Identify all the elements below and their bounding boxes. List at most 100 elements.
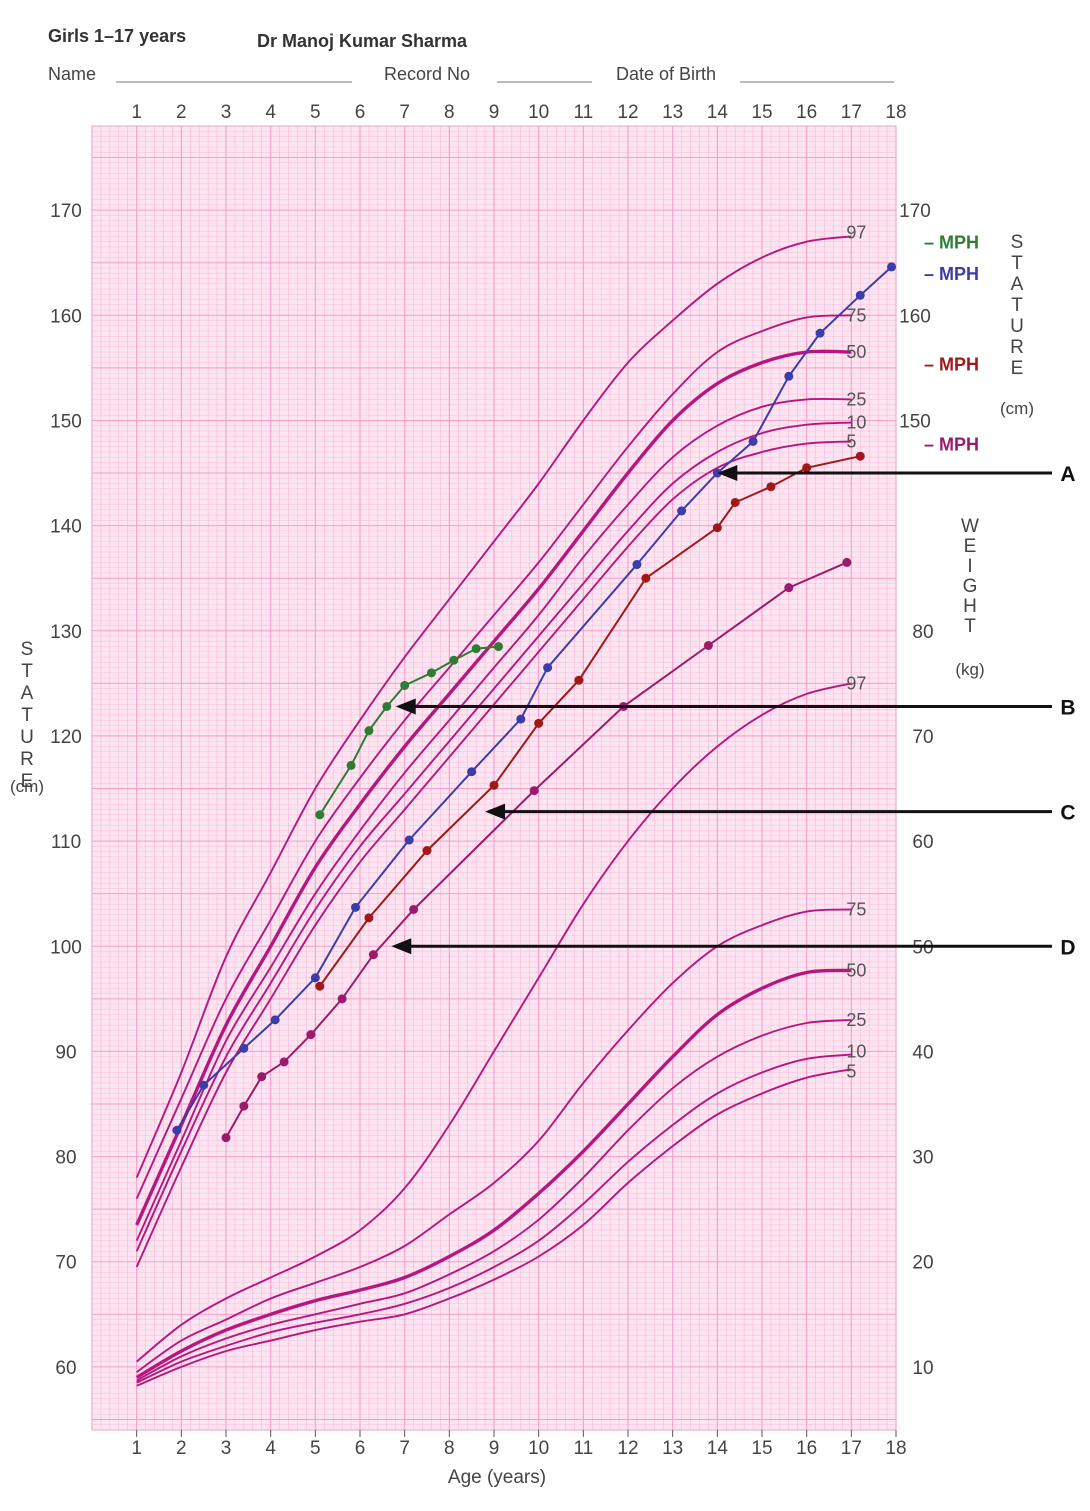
stature-centile-97 bbox=[135, 235, 852, 1178]
series-point-red bbox=[855, 451, 865, 461]
weight-centile-label-5: 5 bbox=[846, 1061, 856, 1081]
left-axis-title: T bbox=[21, 705, 33, 726]
series-point-purple bbox=[703, 640, 713, 650]
series-point-red bbox=[422, 846, 432, 856]
mph-marker-green: – MPH bbox=[924, 233, 979, 253]
x-tick-label-top: 10 bbox=[528, 102, 549, 123]
stature-centile-label-5: 5 bbox=[846, 431, 856, 451]
series-point-red bbox=[315, 981, 325, 991]
x-tick-label-top: 9 bbox=[489, 102, 500, 123]
series-point-purple bbox=[306, 1030, 316, 1040]
x-tick-label-top: 16 bbox=[796, 102, 817, 123]
x-tick-label-bottom: 4 bbox=[265, 1438, 276, 1459]
stature-centile-75 bbox=[135, 314, 852, 1199]
series-point-blue bbox=[855, 290, 865, 300]
arrow-head-A bbox=[717, 465, 738, 482]
x-tick-label-bottom: 9 bbox=[489, 1438, 500, 1459]
left-axis-title: A bbox=[21, 683, 34, 704]
x-tick-label-top: 11 bbox=[573, 102, 593, 123]
stature-centile-label-75: 75 bbox=[846, 305, 866, 325]
x-tick-label-top: 15 bbox=[751, 102, 772, 123]
weight-centile-25 bbox=[136, 1018, 852, 1382]
stature-tick-label-left: 100 bbox=[50, 937, 82, 958]
series-point-purple bbox=[842, 557, 852, 567]
arrow-head-C bbox=[485, 803, 506, 820]
stature-centile-label-25: 25 bbox=[846, 389, 866, 409]
x-tick-label-bottom: 16 bbox=[796, 1438, 817, 1459]
weight-tick-label: 10 bbox=[912, 1358, 933, 1379]
x-tick-label-bottom: 3 bbox=[221, 1438, 232, 1459]
stature-centile-label-10: 10 bbox=[846, 413, 866, 433]
annotations: A B C D bbox=[391, 463, 1076, 959]
x-tick-label-bottom: 13 bbox=[662, 1438, 683, 1459]
right-weight-title: W bbox=[961, 516, 979, 537]
weight-tick-label: 60 bbox=[912, 832, 933, 853]
stature-tick-label-left: 60 bbox=[55, 1358, 76, 1379]
stature-centile-25 bbox=[135, 397, 852, 1242]
stature-tick-label-left: 80 bbox=[55, 1148, 76, 1169]
stature-tick-label-left: 170 bbox=[50, 201, 82, 222]
weight-centile-75 bbox=[136, 908, 852, 1373]
weight-unit: (kg) bbox=[955, 660, 984, 679]
chart-author: Dr Manoj Kumar Sharma bbox=[257, 31, 468, 51]
series-point-blue bbox=[815, 328, 825, 338]
stature-tick-label-right: 170 bbox=[899, 201, 931, 222]
right-stature-unit: (cm) bbox=[1000, 399, 1034, 418]
series-point-green bbox=[471, 644, 481, 654]
x-tick-label-bottom: 11 bbox=[573, 1438, 593, 1459]
series-point-blue bbox=[467, 767, 477, 777]
weight-centile-50 bbox=[135, 968, 852, 1379]
stature-tick-label-right: 150 bbox=[899, 411, 931, 432]
series-point-green bbox=[364, 726, 374, 736]
series-point-blue bbox=[404, 835, 414, 845]
right-stature-title: A bbox=[1011, 274, 1024, 295]
weight-centile-10 bbox=[136, 1053, 852, 1384]
series-point-red bbox=[641, 573, 651, 583]
left-axis-unit: (cm) bbox=[10, 777, 44, 796]
series-point-blue bbox=[239, 1043, 249, 1053]
series-point-green bbox=[382, 701, 392, 711]
mph-marker-blue: – MPH bbox=[924, 264, 979, 284]
right-stature-title: T bbox=[1011, 295, 1023, 316]
stature-tick-label-left: 120 bbox=[50, 727, 82, 748]
x-tick-label-top: 5 bbox=[310, 102, 321, 123]
chart-title: Girls 1–17 years bbox=[48, 26, 186, 46]
x-tick-label-bottom: 18 bbox=[885, 1438, 906, 1459]
x-tick-label-bottom: 15 bbox=[751, 1438, 772, 1459]
arrow-label-D: D bbox=[1060, 936, 1075, 959]
right-stature-title: R bbox=[1010, 337, 1024, 358]
right-stature-title: S bbox=[1011, 232, 1024, 253]
weight-tick-label: 30 bbox=[912, 1148, 933, 1169]
weight-tick-label: 70 bbox=[912, 727, 933, 748]
x-tick-label-bottom: 1 bbox=[131, 1438, 142, 1459]
right-stature-title: U bbox=[1010, 316, 1024, 337]
left-axis-title: R bbox=[20, 749, 34, 770]
axes: 1122334455667788991010111112121313141415… bbox=[20, 102, 1024, 1459]
series-point-red bbox=[489, 780, 499, 790]
series-point-red bbox=[712, 523, 722, 533]
series-point-blue bbox=[677, 506, 687, 516]
left-axis-title: S bbox=[21, 639, 34, 660]
series-point-green bbox=[346, 760, 356, 770]
series-line-blue bbox=[176, 266, 893, 1131]
left-axis-title: U bbox=[20, 727, 34, 748]
left-axis-title: T bbox=[21, 661, 33, 682]
x-tick-label-bottom: 8 bbox=[444, 1438, 455, 1459]
name-label: Name bbox=[48, 64, 96, 84]
x-tick-label-bottom: 12 bbox=[617, 1438, 638, 1459]
series-point-purple bbox=[239, 1101, 249, 1111]
series-point-blue bbox=[543, 663, 553, 673]
series-point-blue bbox=[516, 714, 526, 724]
x-tick-label-top: 14 bbox=[707, 102, 729, 123]
weight-centile-label-50: 50 bbox=[846, 960, 866, 980]
x-tick-label-top: 7 bbox=[399, 102, 410, 123]
series-point-red bbox=[766, 482, 776, 492]
stature-centile-10 bbox=[135, 421, 852, 1252]
weight-centile-label-97: 97 bbox=[846, 673, 866, 693]
stature-tick-label-right: 160 bbox=[899, 306, 931, 327]
arrow-label-B: B bbox=[1060, 696, 1075, 719]
x-tick-label-bottom: 17 bbox=[841, 1438, 862, 1459]
series-point-purple bbox=[221, 1133, 231, 1143]
